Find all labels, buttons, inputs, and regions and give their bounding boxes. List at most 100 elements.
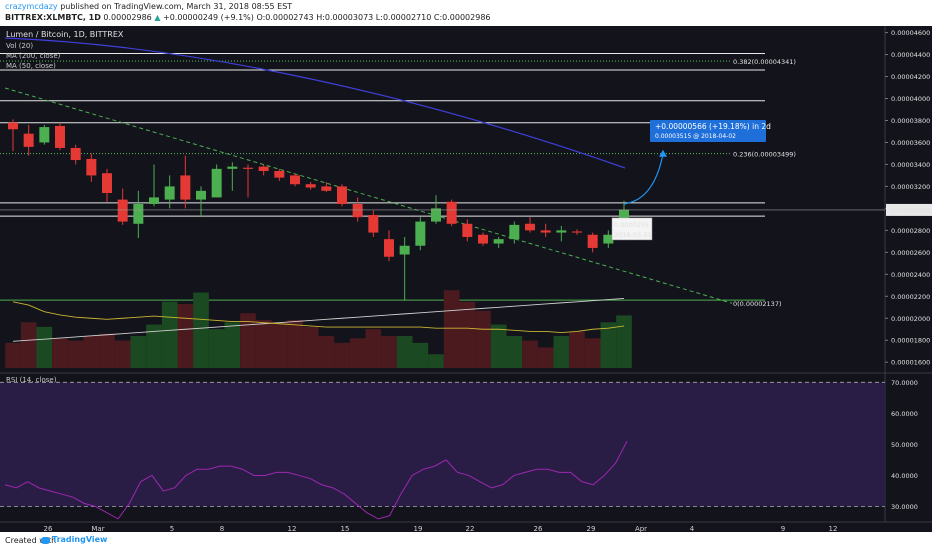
candle-body [274, 171, 285, 178]
time-tick-label: 15 [341, 525, 350, 532]
rsi-tick-label: 40.0000 [891, 472, 918, 480]
time-tick-label: 12 [288, 525, 297, 532]
chart-footer: Created with TradingView [0, 532, 932, 550]
candle-body [384, 239, 394, 257]
up-arrow-icon: ▲ [154, 13, 161, 22]
volume-bar [36, 326, 53, 368]
candle-body [509, 224, 520, 240]
time-tick-label: 4 [690, 525, 695, 532]
candle-body [352, 203, 363, 218]
time-tick-label: 5 [170, 525, 174, 532]
current-price-box [886, 203, 932, 216]
fib-level-label: 0.236(0.00003499) [733, 151, 796, 159]
volume-bar [99, 333, 115, 368]
price-tick-label: 0.00002800 [891, 227, 930, 235]
time-tick-label: 8 [220, 525, 224, 532]
legend-ma200[interactable]: MA (200, close) [6, 52, 61, 60]
last-price: 0.00002986 [103, 13, 152, 22]
candle-body [86, 158, 97, 176]
ma200-line [12, 298, 625, 342]
price-change: +0.00000249 (+9.1%) [163, 13, 254, 22]
rsi-tick-label: 30.0000 [891, 503, 918, 511]
open-value: O:0.00002743 [256, 13, 314, 22]
volume-bar [365, 329, 382, 368]
price-tick-label: 0.00004600 [891, 29, 930, 37]
volume-bar [490, 324, 507, 368]
time-tick-label: 29 [587, 525, 596, 532]
volume-bar [537, 347, 554, 368]
time-tick-label: Apr [635, 525, 647, 532]
date-tooltip-price: 0.0000295 [614, 221, 649, 229]
candle-body [102, 173, 112, 194]
candle-body [478, 234, 488, 244]
chart-canvas[interactable]: 0.00004600 0.00004400 0.00004200 0.00004000… [0, 26, 932, 533]
legend-volume[interactable]: Vol (20) [6, 42, 34, 50]
date-tooltip-box [611, 217, 653, 241]
rsi-line [4, 441, 628, 520]
price-tick-label: 0.00002600 [891, 249, 930, 257]
tradingview-brand[interactable]: TradingView [52, 535, 108, 544]
trendline [4, 87, 733, 304]
volume-bar [553, 336, 570, 368]
candle-body [321, 186, 332, 191]
long-ma-line [4, 37, 626, 169]
candle-body [399, 245, 410, 255]
high-value: H:0.00003073 [316, 13, 374, 22]
symbol: BITTREX:XLMBTC, 1D [5, 13, 101, 22]
volume-bar [428, 354, 444, 368]
chart-header: crazymcdazy published on TradingView.com… [0, 0, 932, 26]
candle-body [446, 201, 457, 224]
candle-body [211, 168, 222, 198]
legend-ma50[interactable]: MA (50, close) [6, 62, 56, 70]
volume-bar [255, 320, 272, 368]
rsi-tick-label: 70.0000 [891, 379, 918, 387]
volume-bar [114, 340, 131, 368]
candle-body [180, 175, 191, 200]
candle-body [55, 125, 65, 148]
price-axis-bg [885, 26, 932, 532]
time-tick-label: 9 [781, 525, 785, 532]
volume-bar [193, 292, 209, 368]
volume-bar [600, 322, 617, 368]
volume-bar [475, 310, 491, 368]
candle-body [305, 184, 316, 188]
candle-body [164, 186, 175, 200]
candle-body [431, 208, 441, 222]
candle-body [540, 230, 551, 233]
volume-bar [146, 324, 162, 368]
volume-bar [130, 336, 147, 368]
rsi-tick-label: 60.0000 [891, 410, 918, 418]
candle-body [243, 167, 253, 169]
time-tick-label: 19 [414, 525, 423, 532]
price-tick-label: 0.00003600 [891, 139, 930, 147]
quote-line: BITTREX:XLMBTC, 1D 0.00002986 ▲ +0.00000… [5, 13, 491, 22]
chart-area[interactable]: 0.00004600 0.00004400 0.00004200 0.00004000… [0, 26, 932, 533]
publish-line: crazymcdazy published on TradingView.com… [5, 2, 292, 11]
volume-bar [569, 331, 585, 368]
rsi-band [0, 382, 885, 507]
time-tick-label: 26 [534, 525, 543, 532]
volume-bar [616, 315, 632, 368]
tradingview-logo-icon[interactable] [41, 537, 50, 544]
volume-bar [177, 304, 194, 368]
volume-bar [522, 340, 538, 368]
volume-bar [459, 301, 476, 368]
price-tick-label: 0.00003800 [891, 117, 930, 125]
candle-body [23, 133, 34, 147]
price-tick-label: 0.00002200 [891, 293, 930, 301]
volume-bar [287, 320, 303, 368]
candle-body [133, 203, 144, 224]
projection-arrow [623, 153, 664, 205]
volume-bar [443, 290, 460, 368]
legend-rsi[interactable]: RSI (14, close) [6, 376, 57, 384]
candle-body [227, 166, 238, 169]
candle-body [587, 234, 598, 248]
rsi-tick-label: 50.0000 [891, 441, 918, 449]
author-link[interactable]: crazymcdazy [5, 2, 58, 11]
candle-body [415, 221, 426, 246]
time-tick-label: 22 [466, 525, 475, 532]
volume-bar [20, 322, 37, 368]
date-tooltip-date: 2018-03-31 [614, 231, 652, 239]
candle-body [8, 122, 18, 130]
projection-arrowhead [659, 149, 667, 157]
